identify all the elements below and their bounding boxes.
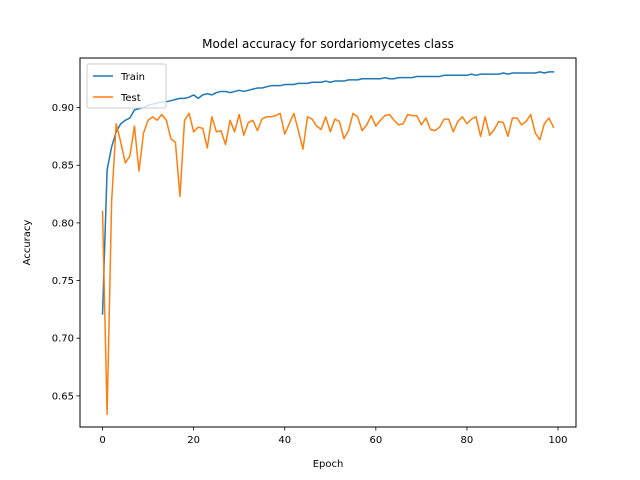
x-tick-label: 40 xyxy=(278,435,291,446)
legend: Train Test xyxy=(86,63,167,109)
x-axis: 0 20 40 60 80 100 xyxy=(99,427,568,446)
y-tick-label: 0.85 xyxy=(52,161,74,172)
chart-title: Model accuracy for sordariomycetes class xyxy=(202,37,454,51)
y-tick-label: 0.75 xyxy=(52,276,74,287)
x-tick-label: 60 xyxy=(369,435,382,446)
x-axis-label: Epoch xyxy=(313,459,344,470)
x-tick-label: 80 xyxy=(461,435,474,446)
y-axis-label: Accuracy xyxy=(22,220,33,266)
y-tick-label: 0.65 xyxy=(52,391,74,402)
legend-label-train: Train xyxy=(120,72,145,83)
x-tick-label: 0 xyxy=(99,435,105,446)
series-line-test xyxy=(101,112,555,416)
plot-frame xyxy=(79,57,577,428)
plot-lines xyxy=(101,71,555,416)
series-line-train xyxy=(101,71,555,315)
x-tick-label: 20 xyxy=(187,435,200,446)
x-tick-label: 100 xyxy=(548,435,567,446)
y-tick-label: 0.90 xyxy=(52,103,74,114)
y-tick-label: 0.80 xyxy=(52,218,74,229)
y-tick-label: 0.70 xyxy=(52,334,74,345)
y-axis: 0.65 0.70 0.75 0.80 0.85 0.90 xyxy=(52,103,80,402)
legend-label-test: Test xyxy=(120,93,141,104)
